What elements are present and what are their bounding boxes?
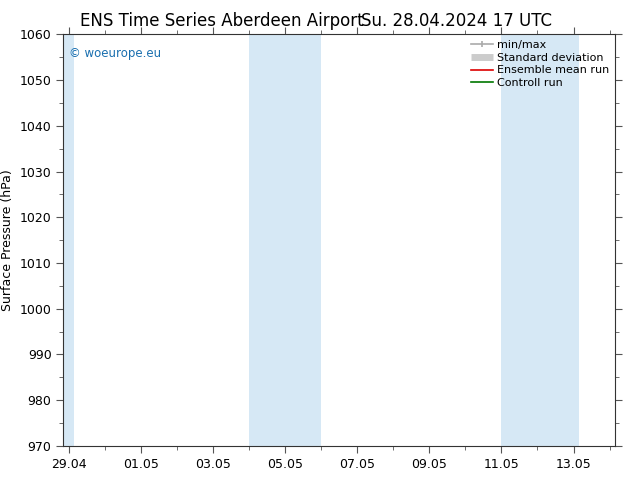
Legend: min/max, Standard deviation, Ensemble mean run, Controll run: min/max, Standard deviation, Ensemble me… <box>467 37 612 92</box>
Text: Su. 28.04.2024 17 UTC: Su. 28.04.2024 17 UTC <box>361 12 552 30</box>
Y-axis label: Surface Pressure (hPa): Surface Pressure (hPa) <box>1 169 14 311</box>
Bar <box>249 34 321 446</box>
Bar <box>501 34 579 446</box>
Bar <box>63 34 74 446</box>
Text: ENS Time Series Aberdeen Airport: ENS Time Series Aberdeen Airport <box>80 12 364 30</box>
Text: © woeurope.eu: © woeurope.eu <box>69 47 161 60</box>
